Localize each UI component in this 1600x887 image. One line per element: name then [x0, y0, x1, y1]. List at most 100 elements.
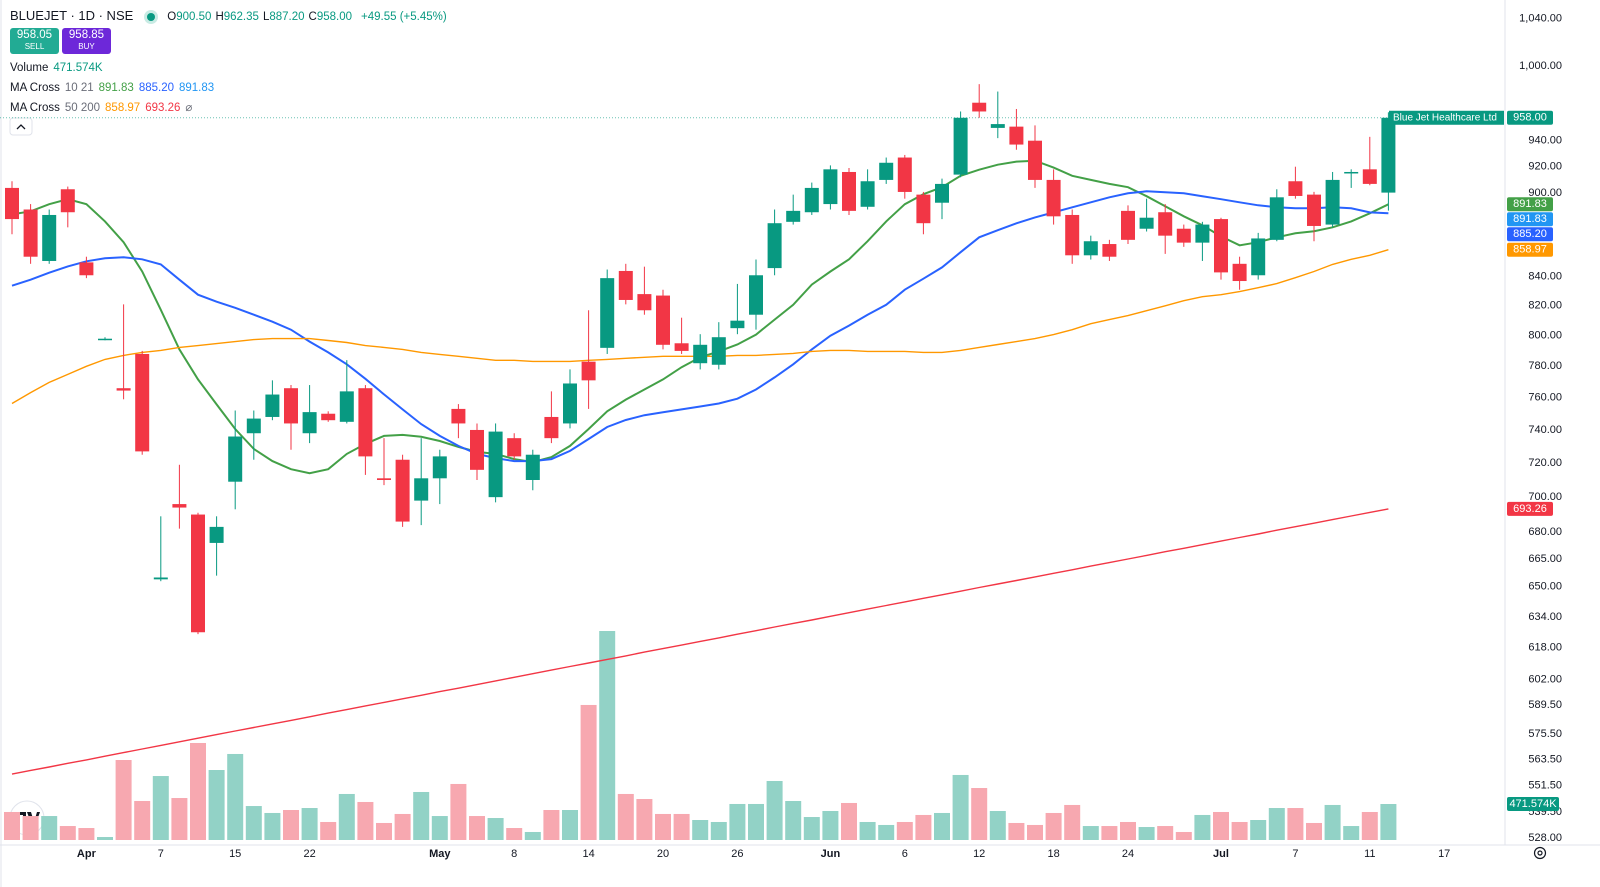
- x-tick-label: 18: [1047, 848, 1059, 860]
- x-tick-label: 7: [158, 848, 164, 860]
- volume-bar: [152, 776, 169, 840]
- candle-body: [1009, 126, 1024, 145]
- y-tick-label: 528.00: [1528, 832, 1562, 844]
- y-tick-label: 650.00: [1528, 581, 1562, 593]
- candle-body: [990, 124, 1005, 128]
- price-tag-bg: [1507, 197, 1553, 212]
- candle-body: [1269, 197, 1284, 240]
- volume-bar: [1268, 808, 1285, 840]
- volume-bar: [748, 803, 764, 840]
- volume-bar: [1138, 827, 1155, 840]
- trade-buttons: 958.05 SELL 958.85 BUY: [10, 28, 451, 54]
- volume-bar: [1120, 821, 1136, 840]
- price-tag-title: Blue Jet Healthcare Ltd: [1393, 112, 1497, 123]
- candle-body: [637, 294, 652, 311]
- candle-body: [1195, 224, 1210, 243]
- price-tag-label: 958.00: [1513, 112, 1547, 124]
- sell-label: SELL: [24, 42, 45, 51]
- volume-bar: [227, 753, 244, 840]
- candle-body: [749, 275, 763, 315]
- x-tick-label: 6: [902, 848, 908, 860]
- indicator-label: Volume: [10, 62, 49, 74]
- candle-body: [302, 412, 317, 434]
- ohlc-value: 887.20: [269, 11, 305, 23]
- volume-bar: [543, 810, 560, 840]
- ma-line: [11, 508, 1389, 775]
- volume-bar: [562, 810, 578, 840]
- indicator-row: MA Cross 50 200 858.97 693.26 ⌀: [10, 98, 451, 118]
- candle-body: [897, 157, 912, 192]
- volume-bar: [301, 808, 318, 840]
- symbol: BLUEJET · 1D · NSE: [10, 8, 134, 23]
- candle-body: [153, 577, 168, 580]
- candle-body: [1028, 140, 1042, 180]
- y-tick-label: 634.00: [1528, 611, 1562, 623]
- volume-bar: [506, 828, 523, 840]
- candle-body: [414, 478, 429, 501]
- volume-bar: [729, 803, 746, 840]
- indicator-value: 885.20: [138, 82, 174, 94]
- collapse-button[interactable]: [9, 117, 33, 136]
- volume-bar: [78, 828, 95, 840]
- candle-body: [1214, 219, 1228, 273]
- sell-button[interactable]: 958.05 SELL: [10, 28, 59, 54]
- volume-bar: [1361, 811, 1378, 840]
- volume-bar: [1175, 831, 1192, 840]
- candle-body: [804, 187, 819, 213]
- ohlc-key: O: [167, 11, 177, 23]
- candle-body: [135, 353, 150, 452]
- candle-body: [600, 278, 615, 348]
- candle-body: [79, 262, 94, 276]
- volume-bar: [41, 816, 58, 840]
- candle-body: [1232, 263, 1247, 282]
- x-tick-label: Apr: [77, 848, 97, 860]
- candle-body: [507, 438, 522, 457]
- indicator-value: 891.83: [179, 82, 215, 94]
- volume-bar: [952, 774, 969, 840]
- volume-bar: [487, 818, 504, 840]
- indicator-value: 693.26: [145, 102, 181, 114]
- volume-bar: [376, 822, 392, 840]
- volume-bar: [1250, 820, 1267, 840]
- candle-body: [563, 383, 577, 424]
- x-tick-label: 11: [1364, 848, 1375, 860]
- volume-bars: [4, 631, 1397, 840]
- candle-body: [1362, 169, 1377, 184]
- volume-bar: [915, 814, 932, 840]
- volume-bar: [134, 800, 151, 840]
- volume-bar: [4, 811, 20, 840]
- price-tag-label: 858.97: [1513, 244, 1547, 256]
- candle-body: [246, 418, 261, 434]
- candle-body: [1083, 241, 1098, 256]
- candle-body: [581, 361, 596, 381]
- candle-body: [1121, 210, 1135, 240]
- volume-bar: [673, 813, 690, 840]
- volume-bar: [469, 816, 485, 840]
- candle-body: [1158, 212, 1173, 236]
- candle-body: [674, 343, 689, 351]
- y-tick-label: 563.50: [1528, 753, 1562, 765]
- volume-bar: [283, 810, 299, 840]
- volume-bar: [190, 742, 206, 840]
- price-tag-label: 693.26: [1513, 503, 1547, 515]
- volume-bar: [1008, 822, 1025, 840]
- settings-icon[interactable]: [1533, 846, 1547, 860]
- y-tick-label: 589.50: [1528, 699, 1562, 711]
- buy-button[interactable]: 958.85 BUY: [62, 28, 111, 54]
- y-tick-label: 1,040.00: [1519, 12, 1562, 24]
- y-tick-label: 900.00: [1528, 187, 1562, 199]
- x-tick-label: Jun: [821, 848, 841, 860]
- volume-bar: [22, 816, 39, 840]
- volume-tag-bg: [1507, 797, 1559, 812]
- legend: BLUEJET · 1D · NSE O900.50 H962.35 L887.20 C…: [10, 6, 451, 118]
- y-tick-label: 1,000.00: [1519, 60, 1562, 72]
- indicator-params: 50 200: [64, 102, 101, 114]
- candle-body: [618, 270, 633, 300]
- indicator-row: MA Cross 10 21 891.83 885.20 891.83: [10, 78, 451, 98]
- x-tick-label: 24: [1122, 848, 1134, 860]
- candle-body: [1251, 238, 1266, 276]
- candle-body: [916, 194, 931, 224]
- x-tick-label: 15: [229, 848, 241, 860]
- candle-body: [395, 459, 410, 522]
- volume-bar: [989, 810, 1006, 840]
